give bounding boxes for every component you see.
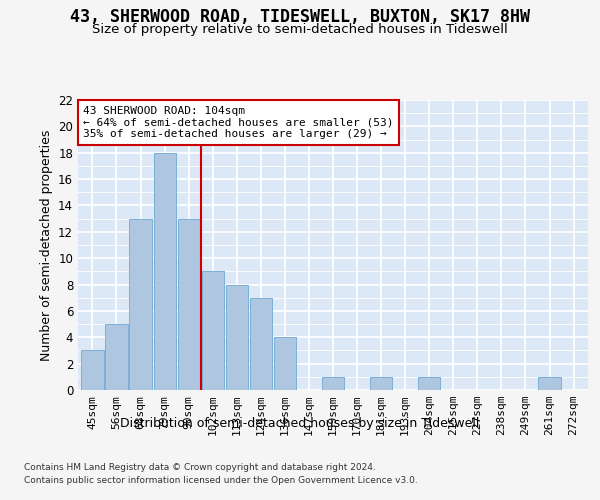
Bar	[82, 350, 104, 390]
Bar	[106, 324, 128, 390]
Text: 43 SHERWOOD ROAD: 104sqm
← 64% of semi-detached houses are smaller (53)
35% of s: 43 SHERWOOD ROAD: 104sqm ← 64% of semi-d…	[83, 106, 394, 139]
Bar	[154, 152, 176, 390]
Text: Contains HM Land Registry data © Crown copyright and database right 2024.: Contains HM Land Registry data © Crown c…	[24, 464, 376, 472]
Text: Size of property relative to semi-detached houses in Tideswell: Size of property relative to semi-detach…	[92, 22, 508, 36]
Bar	[178, 218, 200, 390]
Bar	[250, 298, 272, 390]
Bar	[274, 338, 296, 390]
Bar	[226, 284, 248, 390]
Bar	[418, 377, 440, 390]
Text: 43, SHERWOOD ROAD, TIDESWELL, BUXTON, SK17 8HW: 43, SHERWOOD ROAD, TIDESWELL, BUXTON, SK…	[70, 8, 530, 26]
Y-axis label: Number of semi-detached properties: Number of semi-detached properties	[40, 130, 53, 360]
Text: Distribution of semi-detached houses by size in Tideswell: Distribution of semi-detached houses by …	[121, 418, 479, 430]
Bar	[538, 377, 560, 390]
Bar	[130, 218, 152, 390]
Text: Contains public sector information licensed under the Open Government Licence v3: Contains public sector information licen…	[24, 476, 418, 485]
Bar	[370, 377, 392, 390]
Bar	[202, 272, 224, 390]
Bar	[322, 377, 344, 390]
